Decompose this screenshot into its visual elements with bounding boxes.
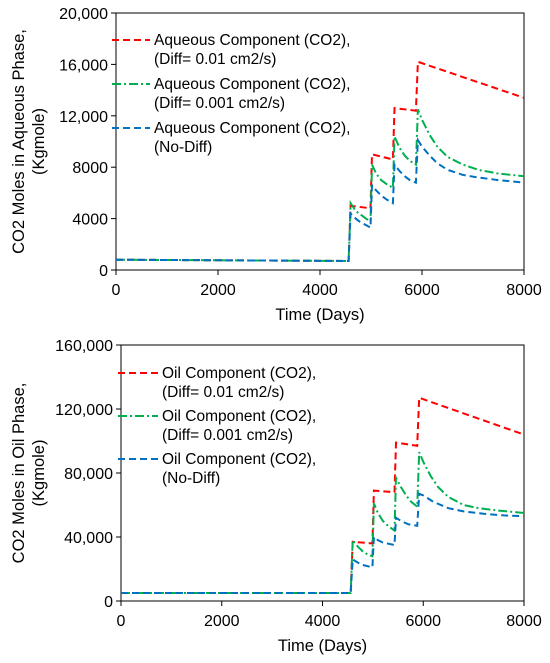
legend-entry-3: Oil Component (CO2), (No-Diff): [162, 451, 316, 487]
x-tick-label: 8000: [506, 282, 542, 299]
y-axis-label-line: CO2 Moles in Aqueous Phase,: [10, 29, 28, 254]
y-axis-label: CO2 Moles in Oil Phase, (Kgmole): [10, 383, 48, 564]
legend-entry-line: Aqueous Component (CO2),: [154, 120, 350, 137]
x-tick-label: 4000: [305, 613, 341, 630]
x-tick-label: 2000: [200, 282, 236, 299]
legend-entry-line: Oil Component (CO2),: [162, 408, 316, 425]
chart-1: 0 2000 4000 6000 8000 0 4000 8000 12,000 16,000 20…: [10, 6, 542, 324]
x-tick-label: 2000: [204, 613, 240, 630]
legend-entry-1: Oil Component (CO2), (Diff= 0.01 cm2/s): [162, 365, 316, 401]
x-tick-label: 4000: [302, 282, 338, 299]
legend-entry-line: Aqueous Component (CO2),: [154, 32, 350, 49]
y-tick-label: 40,000: [64, 530, 113, 547]
legend-entry-2: Aqueous Component (CO2), (Diff= 0.001 cm2…: [154, 76, 350, 112]
legend-entry-line: (Diff= 0.01 cm2/s): [154, 51, 276, 68]
x-axis-label: Time (Days): [278, 637, 367, 655]
chart-2: 0 2000 4000 6000 8000 0 40,000 80,000 120,000 160…: [10, 338, 542, 655]
y-axis-label: CO2 Moles in Aqueous Phase, (Kgmole): [10, 29, 48, 254]
series-line-2: [115, 109, 525, 263]
series-line-2: [121, 451, 525, 594]
legend-entry-3: Aqueous Component (CO2), (No-Diff): [154, 120, 350, 156]
y-tick-label: 4000: [72, 212, 108, 229]
legend-entry-1: Aqueous Component (CO2), (Diff= 0.01 cm2/…: [154, 32, 350, 68]
legend-entry-line: Oil Component (CO2),: [162, 451, 316, 468]
legend-entry-line: (Diff= 0.001 cm2/s): [162, 427, 293, 444]
x-tick-label: 0: [112, 282, 121, 299]
y-axis-label-line: CO2 Moles in Oil Phase,: [10, 383, 28, 564]
y-axis-label-line: (Kgmole): [30, 440, 48, 507]
y-tick-label: 80,000: [64, 466, 113, 483]
legend-entry-line: (Diff= 0.01 cm2/s): [162, 384, 284, 401]
x-tick-label: 8000: [506, 613, 542, 630]
legend-entry-line: Aqueous Component (CO2),: [154, 76, 350, 93]
y-tick-label: 12,000: [59, 109, 108, 126]
y-tick-label: 8000: [72, 160, 108, 177]
legend-entry-line: Oil Component (CO2),: [162, 365, 316, 382]
y-tick-label: 16,000: [59, 57, 108, 74]
legend-entry-line: (No-Diff): [154, 139, 212, 156]
y-tick-label: 0: [104, 594, 113, 611]
y-tick-label: 0: [99, 263, 108, 280]
legend-entry-2: Oil Component (CO2), (Diff= 0.001 cm2/s): [162, 408, 316, 444]
legend-entry-line: (No-Diff): [162, 470, 220, 487]
x-axis-label: Time (Days): [275, 306, 364, 324]
legend: Oil Component (CO2), (Diff= 0.01 cm2/s)Oi…: [118, 365, 316, 487]
x-tick-label: 0: [117, 613, 126, 630]
y-tick-label: 120,000: [55, 402, 113, 419]
y-tick-label: 20,000: [59, 6, 108, 23]
legend-entry-line: (Diff= 0.001 cm2/s): [154, 95, 285, 112]
series-line-3: [121, 492, 525, 594]
x-tick-label: 6000: [405, 613, 441, 630]
x-tick-label: 6000: [404, 282, 440, 299]
legend: Aqueous Component (CO2), (Diff= 0.01 cm2/…: [112, 32, 350, 156]
y-tick-label: 160,000: [55, 338, 113, 355]
y-axis-label-line: (Kgmole): [30, 108, 48, 175]
series-line-3: [115, 137, 525, 263]
